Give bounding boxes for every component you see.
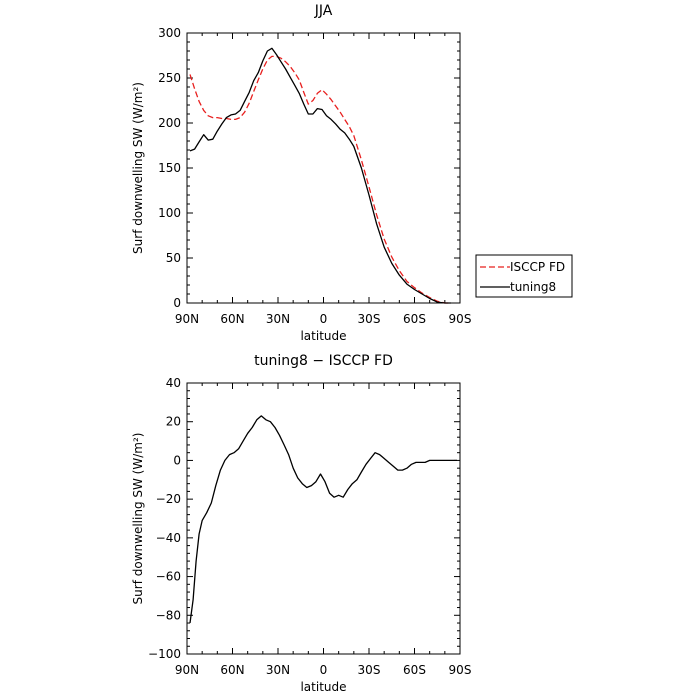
y-tick-label: 0	[173, 296, 181, 310]
x-tick-label: 60N	[220, 312, 244, 326]
x-tick-label: 60N	[220, 663, 244, 677]
plot-frame	[186, 32, 461, 304]
y-tick-label: 250	[158, 71, 181, 85]
y-tick-label: 300	[158, 26, 181, 40]
x-tick-label: 60S	[403, 663, 426, 677]
legend-label: ISCCP FD	[510, 260, 565, 274]
y-tick-label: 0	[173, 453, 181, 467]
x-tick-label: 30S	[358, 312, 381, 326]
y-tick-label: −80	[156, 608, 181, 622]
x-axis-title: latitude	[300, 680, 346, 694]
chart-panel-2: 90N 60N 30N 0 30S 60S 90S −100 −80 −60 −40 −20 0 20 40…	[131, 353, 471, 694]
x-tick-label: 0	[320, 663, 328, 677]
series-line-1	[189, 415, 457, 624]
y-tick-label: −60	[156, 570, 181, 584]
y-axis-title: Surf downwelling SW (W/m²)	[131, 433, 145, 605]
x-tick-label: 30N	[266, 312, 290, 326]
series-line-1	[189, 55, 451, 304]
legend: ISCCP FD tuning8	[475, 254, 573, 298]
y-tick-label: 150	[158, 161, 181, 175]
chart-title: JJA	[314, 3, 333, 19]
y-tick-label: 40	[166, 376, 181, 390]
x-tick-label: 90N	[175, 312, 199, 326]
plot-frame	[186, 382, 461, 655]
chart-title: tuning8 − ISCCP FD	[254, 353, 393, 369]
chart-panel-1: 90N 60N 30N 0 30S 60S 90S 0 50 100 150 200 250 300 JJA…	[131, 3, 573, 343]
x-tick-label: 0	[320, 312, 328, 326]
series-line-2	[189, 47, 451, 304]
y-tick-label: −40	[156, 531, 181, 545]
x-tick-label: 90N	[175, 663, 199, 677]
y-axis-title: Surf downwelling SW (W/m²)	[131, 82, 145, 254]
y-tick-label: 100	[158, 206, 181, 220]
y-tick-label: 20	[166, 415, 181, 429]
x-tick-label: 90S	[449, 663, 472, 677]
x-tick-label: 90S	[449, 312, 472, 326]
x-tick-label: 60S	[403, 312, 426, 326]
y-tick-label: 50	[166, 251, 181, 265]
y-tick-label: −20	[156, 492, 181, 506]
x-tick-label: 30N	[266, 663, 290, 677]
x-axis-title: latitude	[300, 329, 346, 343]
legend-box	[475, 254, 573, 298]
y-tick-label: 200	[158, 116, 181, 130]
y-tick-label: −100	[148, 647, 181, 661]
legend-label: tuning8	[510, 280, 556, 294]
x-tick-label: 30S	[358, 663, 381, 677]
